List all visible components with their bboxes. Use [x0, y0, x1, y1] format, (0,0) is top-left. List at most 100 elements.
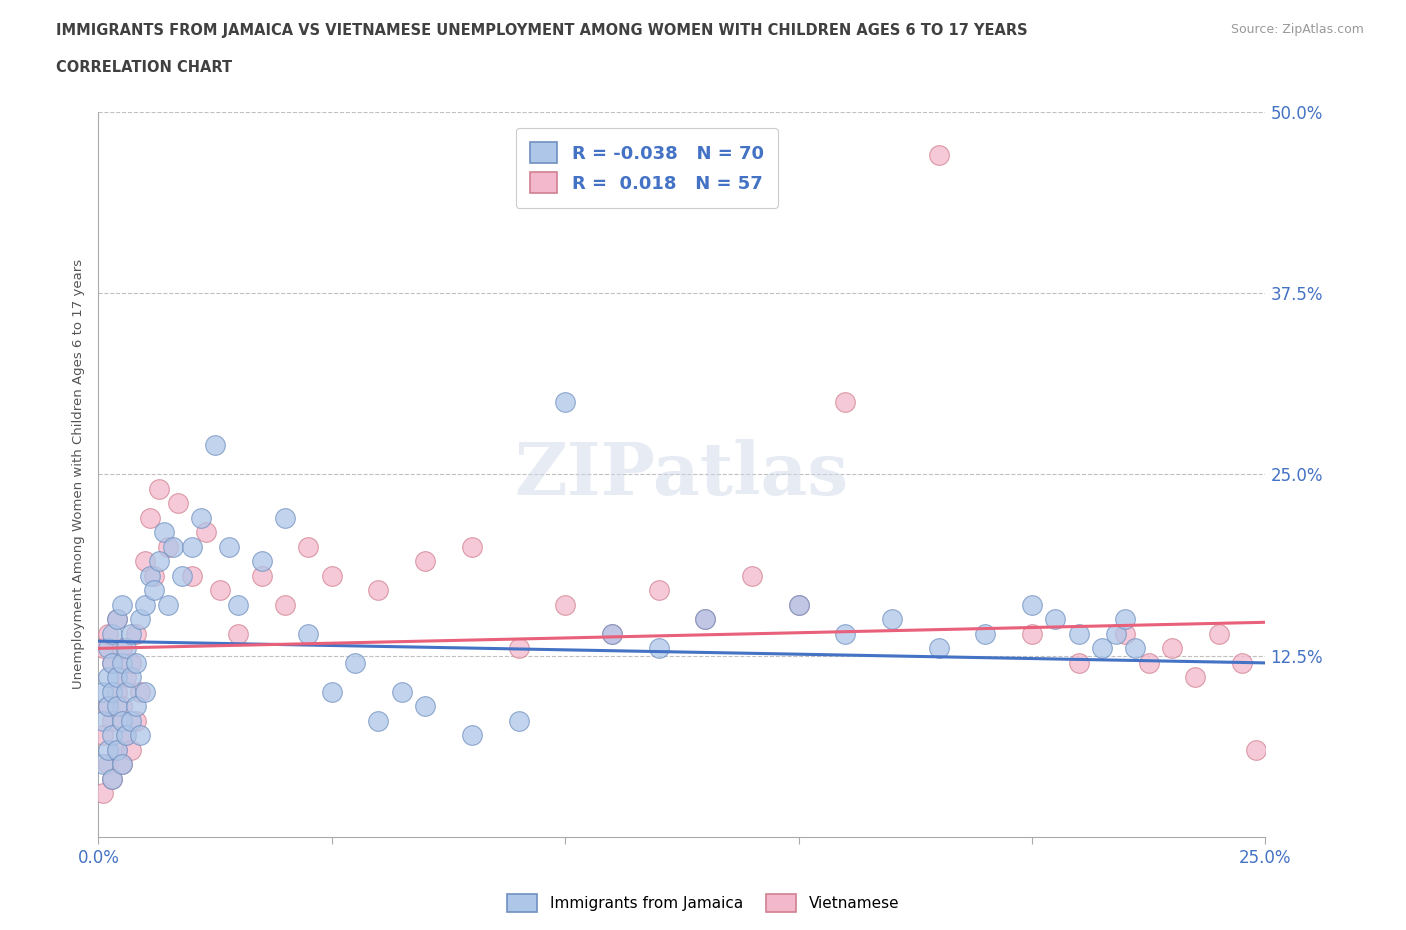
- Point: [1230, 656, 1253, 671]
- Point: [134, 684, 156, 699]
- Legend: R = -0.038   N = 70, R =  0.018   N = 57: R = -0.038 N = 70, R = 0.018 N = 57: [516, 128, 778, 207]
- Point: [143, 583, 166, 598]
- Point: [101, 772, 124, 787]
- Point: [148, 482, 170, 497]
- Point: [190, 511, 212, 525]
- Point: [139, 511, 162, 525]
- Point: [554, 597, 576, 612]
- Point: [97, 670, 120, 684]
- Point: [204, 438, 226, 453]
- Point: [1244, 742, 1267, 757]
- Point: [600, 627, 623, 642]
- Point: [111, 641, 134, 656]
- Point: [297, 539, 319, 554]
- Point: [367, 713, 389, 728]
- Text: CORRELATION CHART: CORRELATION CHART: [56, 60, 232, 75]
- Point: [321, 568, 343, 583]
- Point: [1123, 641, 1146, 656]
- Point: [105, 699, 128, 714]
- Point: [111, 656, 134, 671]
- Point: [115, 684, 138, 699]
- Point: [105, 742, 128, 757]
- Text: Source: ZipAtlas.com: Source: ZipAtlas.com: [1230, 23, 1364, 36]
- Point: [162, 539, 184, 554]
- Point: [928, 148, 950, 163]
- Point: [208, 583, 231, 598]
- Point: [1105, 627, 1128, 642]
- Point: [101, 627, 124, 642]
- Point: [413, 699, 436, 714]
- Point: [97, 699, 120, 714]
- Point: [120, 656, 142, 671]
- Point: [1114, 612, 1136, 627]
- Point: [228, 597, 250, 612]
- Point: [97, 641, 120, 656]
- Point: [367, 583, 389, 598]
- Point: [554, 394, 576, 409]
- Point: [157, 597, 180, 612]
- Point: [787, 597, 810, 612]
- Point: [250, 554, 273, 569]
- Point: [1067, 627, 1090, 642]
- Point: [344, 656, 367, 671]
- Point: [647, 583, 669, 598]
- Point: [148, 554, 170, 569]
- Point: [97, 627, 120, 642]
- Point: [600, 627, 623, 642]
- Point: [105, 670, 128, 684]
- Point: [218, 539, 240, 554]
- Point: [166, 496, 188, 511]
- Point: [91, 684, 114, 699]
- Point: [101, 656, 124, 671]
- Point: [508, 713, 530, 728]
- Point: [91, 786, 114, 801]
- Point: [91, 641, 114, 656]
- Point: [134, 597, 156, 612]
- Point: [695, 612, 717, 627]
- Point: [274, 597, 297, 612]
- Point: [111, 757, 134, 772]
- Point: [111, 597, 134, 612]
- Point: [880, 612, 903, 627]
- Text: ZIPatlas: ZIPatlas: [515, 439, 849, 510]
- Point: [461, 728, 484, 743]
- Point: [97, 699, 120, 714]
- Point: [101, 728, 124, 743]
- Point: [105, 684, 128, 699]
- Point: [115, 670, 138, 684]
- Point: [413, 554, 436, 569]
- Point: [928, 641, 950, 656]
- Point: [120, 627, 142, 642]
- Point: [695, 612, 717, 627]
- Point: [120, 742, 142, 757]
- Point: [461, 539, 484, 554]
- Point: [1161, 641, 1184, 656]
- Point: [974, 627, 997, 642]
- Legend: Immigrants from Jamaica, Vietnamese: Immigrants from Jamaica, Vietnamese: [501, 888, 905, 918]
- Point: [91, 757, 114, 772]
- Point: [105, 612, 128, 627]
- Point: [321, 684, 343, 699]
- Point: [111, 757, 134, 772]
- Point: [139, 568, 162, 583]
- Point: [115, 641, 138, 656]
- Point: [1067, 656, 1090, 671]
- Point: [105, 612, 128, 627]
- Point: [129, 684, 152, 699]
- Point: [91, 713, 114, 728]
- Point: [115, 728, 138, 743]
- Point: [834, 627, 856, 642]
- Point: [101, 772, 124, 787]
- Point: [101, 684, 124, 699]
- Point: [297, 627, 319, 642]
- Point: [134, 554, 156, 569]
- Point: [1137, 656, 1160, 671]
- Point: [1021, 597, 1043, 612]
- Point: [647, 641, 669, 656]
- Point: [101, 713, 124, 728]
- Point: [129, 612, 152, 627]
- Point: [125, 699, 148, 714]
- Point: [250, 568, 273, 583]
- Point: [1045, 612, 1067, 627]
- Point: [111, 699, 134, 714]
